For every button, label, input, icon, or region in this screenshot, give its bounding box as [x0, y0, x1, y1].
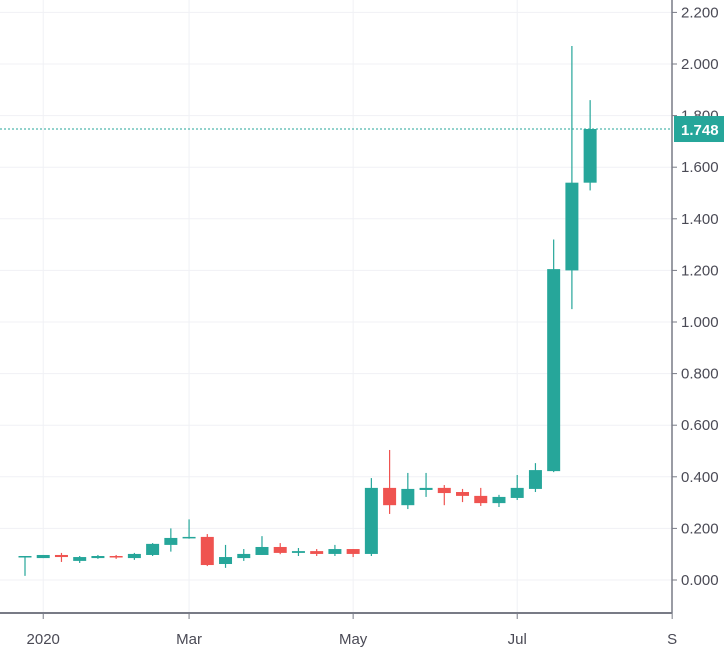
- last-price-label: 1.748: [681, 122, 719, 139]
- candle-body: [510, 487, 524, 498]
- candle: [73, 556, 87, 563]
- candle: [109, 554, 123, 559]
- candle: [18, 556, 32, 576]
- candle: [291, 548, 305, 557]
- candle-body: [127, 553, 141, 559]
- candle: [528, 463, 542, 493]
- candle-body: [419, 487, 433, 490]
- candle-body: [364, 487, 378, 554]
- candle: [91, 554, 105, 559]
- candle: [328, 544, 342, 557]
- candle: [474, 487, 488, 506]
- candle-body: [401, 488, 415, 506]
- candle: [510, 474, 524, 501]
- candle-body: [528, 470, 542, 489]
- x-tick-label: Jul: [508, 631, 527, 648]
- candle: [127, 552, 141, 560]
- candle-body: [328, 549, 342, 554]
- y-tick-label: 0.600: [681, 417, 719, 434]
- y-tick-label: 0.000: [681, 572, 719, 589]
- candle-body: [219, 557, 233, 565]
- candle: [565, 45, 579, 310]
- candle-body: [383, 487, 397, 506]
- y-tick-label: 1.200: [681, 262, 719, 279]
- candle-body: [54, 554, 68, 558]
- x-tick-label: Mar: [176, 631, 202, 648]
- candle-body: [291, 551, 305, 553]
- candle: [310, 549, 324, 557]
- x-tick-label: 2020: [27, 631, 60, 648]
- candle-body: [547, 269, 561, 472]
- candle-body: [474, 495, 488, 504]
- candle: [437, 485, 451, 506]
- y-tick-label: 2.200: [681, 4, 719, 21]
- candle-body: [182, 536, 196, 539]
- candle-body: [73, 557, 87, 561]
- candle: [36, 554, 50, 559]
- candle: [346, 549, 360, 558]
- candle: [164, 528, 178, 552]
- last-price-badge: [674, 116, 724, 143]
- y-tick-label: 0.200: [681, 520, 719, 537]
- y-tick-label: 1.400: [681, 211, 719, 228]
- candle: [237, 549, 251, 561]
- candle-body: [91, 556, 105, 559]
- candles: [18, 45, 597, 576]
- candle-body: [237, 553, 251, 559]
- y-tick-label: 1.000: [681, 314, 719, 331]
- candle: [383, 449, 397, 514]
- y-tick-label: 2.000: [681, 56, 719, 73]
- candle: [456, 488, 470, 503]
- grid: [0, 0, 672, 613]
- candle: [492, 494, 506, 507]
- candle-body: [492, 496, 506, 504]
- y-tick-label: 0.800: [681, 366, 719, 383]
- candle-body: [36, 554, 50, 559]
- candle: [419, 472, 433, 497]
- candle-body: [565, 182, 579, 271]
- candle-body: [146, 543, 160, 555]
- candle-body: [273, 546, 287, 553]
- candle-body: [200, 536, 214, 566]
- x-tick-label: S: [667, 631, 677, 648]
- candle-body: [456, 492, 470, 496]
- candle: [273, 543, 287, 555]
- y-tick-label: 1.600: [681, 159, 719, 176]
- candle: [364, 478, 378, 557]
- candle-body: [583, 129, 597, 183]
- candle-body: [255, 546, 269, 555]
- candle: [547, 239, 561, 473]
- candle: [200, 534, 214, 567]
- candle-body: [18, 556, 32, 558]
- candle-body: [437, 487, 451, 494]
- candle-body: [310, 551, 324, 554]
- candle-body: [346, 549, 360, 554]
- candle-body: [109, 556, 123, 558]
- candle: [219, 544, 233, 568]
- candle-body: [164, 537, 178, 545]
- candle: [583, 100, 597, 191]
- candle: [401, 472, 415, 510]
- candle: [182, 519, 196, 539]
- candle: [255, 536, 269, 555]
- candle: [146, 543, 160, 557]
- x-tick-label: May: [339, 631, 368, 648]
- y-tick-label: 0.400: [681, 469, 719, 486]
- candle: [54, 552, 68, 562]
